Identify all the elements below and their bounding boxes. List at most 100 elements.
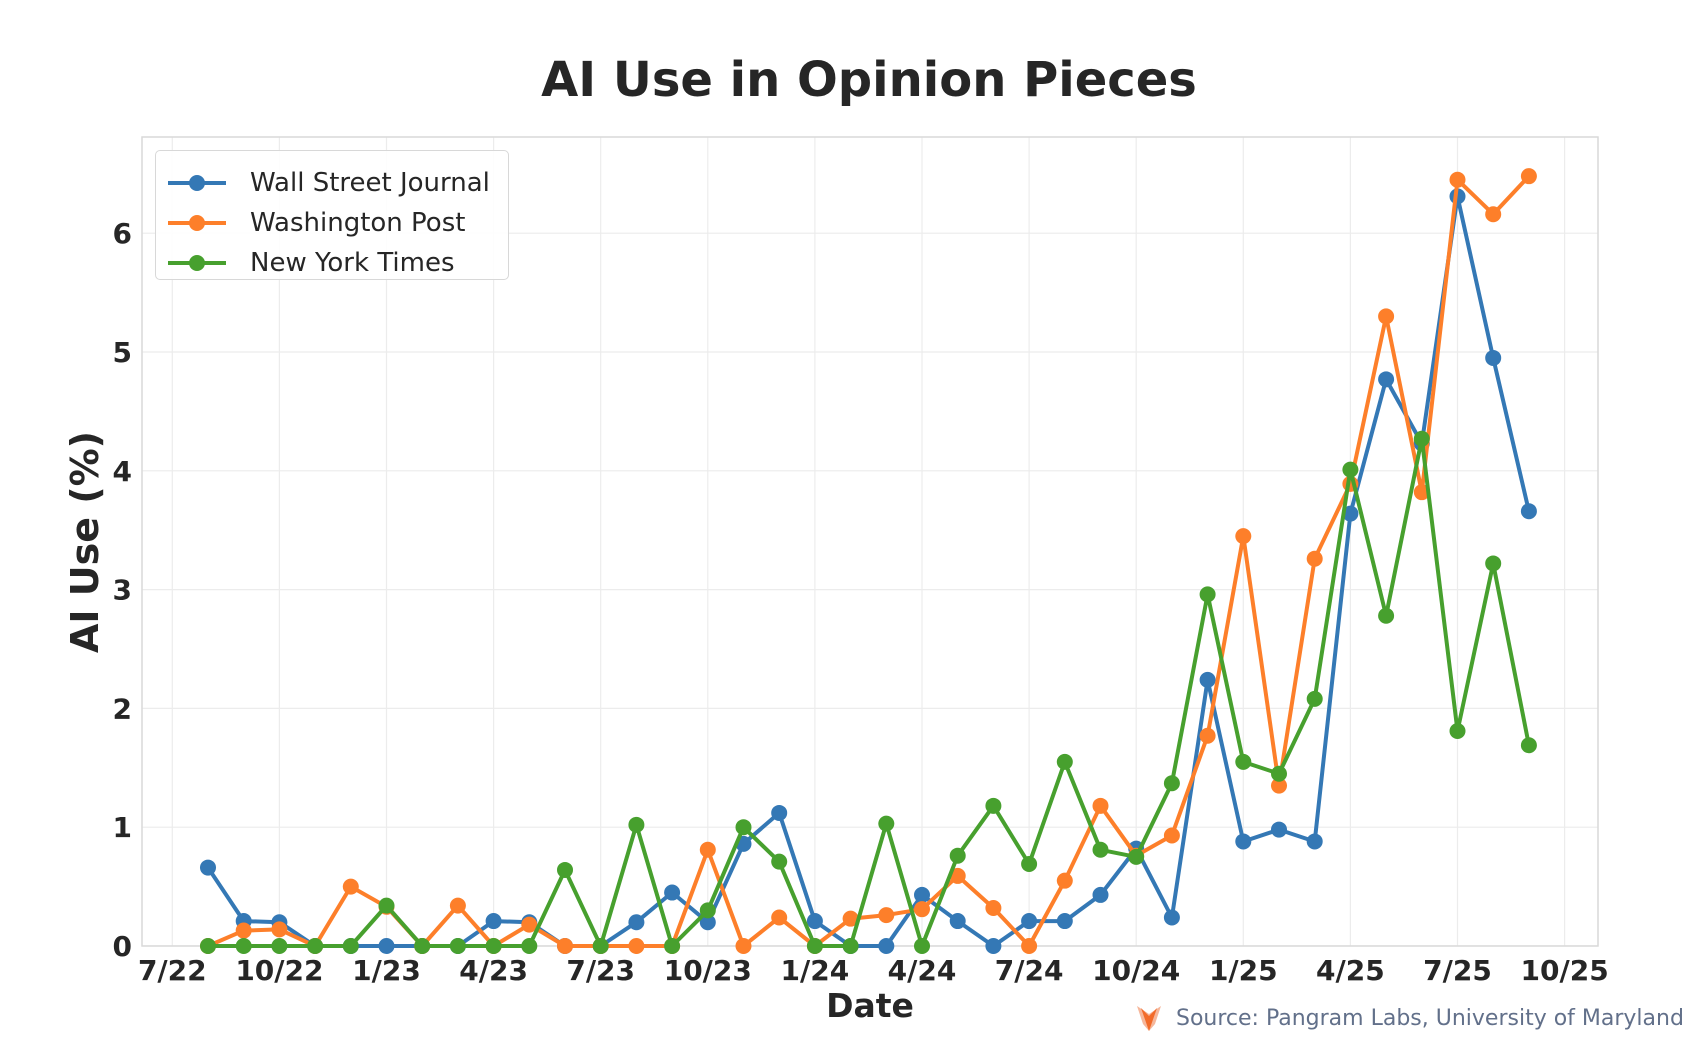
data-point: [235, 938, 252, 954]
data-point: [521, 916, 538, 933]
data-point: [271, 938, 288, 954]
data-point: [1449, 722, 1466, 739]
data-point: [949, 847, 966, 864]
data-point: [1235, 833, 1252, 850]
data-point: [414, 938, 431, 954]
y-tick-label: 6: [113, 217, 132, 250]
data-point: [1021, 856, 1038, 873]
data-point: [1413, 484, 1430, 501]
data-point: [878, 815, 895, 832]
x-tick-label: 1/23: [352, 954, 421, 987]
source-credit: Source: Pangram Labs, University of Mary…: [1136, 1004, 1684, 1032]
data-point: [1378, 607, 1395, 624]
x-tick-label: 1/24: [781, 954, 850, 987]
legend-item-wapo: Washington Post: [166, 203, 465, 243]
data-point: [1271, 765, 1287, 782]
legend-item-wsj: Wall Street Journal: [166, 163, 490, 203]
data-point: [949, 867, 966, 884]
data-point: [1485, 206, 1502, 223]
data-point: [1306, 833, 1323, 850]
data-point: [1235, 528, 1252, 545]
y-axis-ticks: 0 1 2 3 4 5 6: [113, 217, 132, 963]
pangram-fox-logo-icon: [1137, 1006, 1161, 1031]
data-point: [1271, 821, 1287, 838]
data-point: [771, 804, 788, 821]
data-point: [1342, 505, 1359, 522]
x-tick-label: 7/23: [566, 954, 635, 987]
data-point: [449, 938, 466, 954]
x-axis-ticks: 7/22 10/22 1/23 4/23 7/23 10/23 1/24 4/24 7/24 10…: [138, 954, 1609, 987]
data-point: [664, 884, 681, 901]
y-tick-label: 3: [113, 574, 132, 607]
data-point: [949, 913, 966, 930]
y-tick-label: 2: [113, 692, 132, 725]
x-tick-label: 7/25: [1423, 954, 1492, 987]
data-point: [1520, 168, 1537, 185]
data-point: [771, 909, 788, 926]
data-point: [699, 914, 716, 931]
data-point: [914, 938, 930, 954]
data-point: [1199, 727, 1216, 744]
data-point: [985, 899, 1002, 916]
data-point: [1128, 848, 1145, 865]
data-point: [1306, 690, 1323, 707]
data-point: [1378, 371, 1395, 388]
x-axis-label: Date: [826, 986, 914, 1025]
legend-marker-nyt-icon: [168, 255, 226, 271]
data-point: [1235, 753, 1252, 770]
data-point: [557, 861, 573, 878]
data-point: [342, 938, 359, 954]
data-point: [735, 819, 752, 836]
data-point: [878, 938, 895, 954]
data-point: [1056, 753, 1073, 770]
legend-marker-wapo-icon: [168, 215, 226, 231]
data-point: [485, 913, 502, 930]
data-point: [1520, 737, 1537, 754]
x-tick-label: 7/24: [995, 954, 1064, 987]
data-point: [1378, 308, 1395, 325]
data-point: [1163, 827, 1180, 844]
data-point: [1306, 550, 1323, 567]
data-point: [1449, 171, 1466, 188]
data-point: [378, 897, 395, 914]
source-text: Source: Pangram Labs, University of Mary…: [1176, 1005, 1684, 1031]
data-point: [914, 901, 930, 918]
y-tick-label: 4: [113, 455, 132, 488]
data-point: [735, 938, 752, 954]
data-point: [1056, 913, 1073, 930]
y-axis-label: AI Use (%): [63, 431, 107, 653]
data-point: [664, 938, 681, 954]
legend-label-nyt: New York Times: [250, 248, 455, 278]
legend-item-nyt: New York Times: [166, 243, 455, 283]
data-point: [699, 841, 716, 858]
data-point: [699, 902, 716, 919]
data-point: [1163, 775, 1180, 792]
x-tick-label: 10/24: [1092, 954, 1180, 987]
data-point: [1485, 349, 1502, 366]
data-point: [985, 797, 1002, 814]
data-point: [1413, 430, 1430, 447]
series-layer: [200, 168, 1537, 954]
y-tick-label: 1: [113, 811, 132, 844]
x-tick-label: 10/23: [664, 954, 752, 987]
data-point: [628, 914, 645, 931]
data-point: [449, 897, 466, 914]
data-point: [914, 886, 930, 903]
data-point: [592, 938, 609, 954]
data-point: [1485, 555, 1502, 572]
x-tick-label: 1/25: [1209, 954, 1278, 987]
data-point: [1163, 909, 1180, 926]
x-tick-label: 10/25: [1521, 954, 1609, 987]
x-tick-label: 4/23: [459, 954, 528, 987]
data-point: [485, 938, 502, 954]
y-tick-label: 5: [113, 336, 132, 369]
legend-marker-wsj-icon: [168, 175, 226, 191]
data-point: [1092, 797, 1109, 814]
data-point: [200, 938, 216, 954]
data-point: [307, 938, 324, 954]
legend-label-wapo: Washington Post: [250, 208, 466, 238]
data-point: [1199, 586, 1216, 603]
series-new-york-times: [200, 430, 1537, 954]
legend-label-wsj: Wall Street Journal: [250, 168, 490, 198]
